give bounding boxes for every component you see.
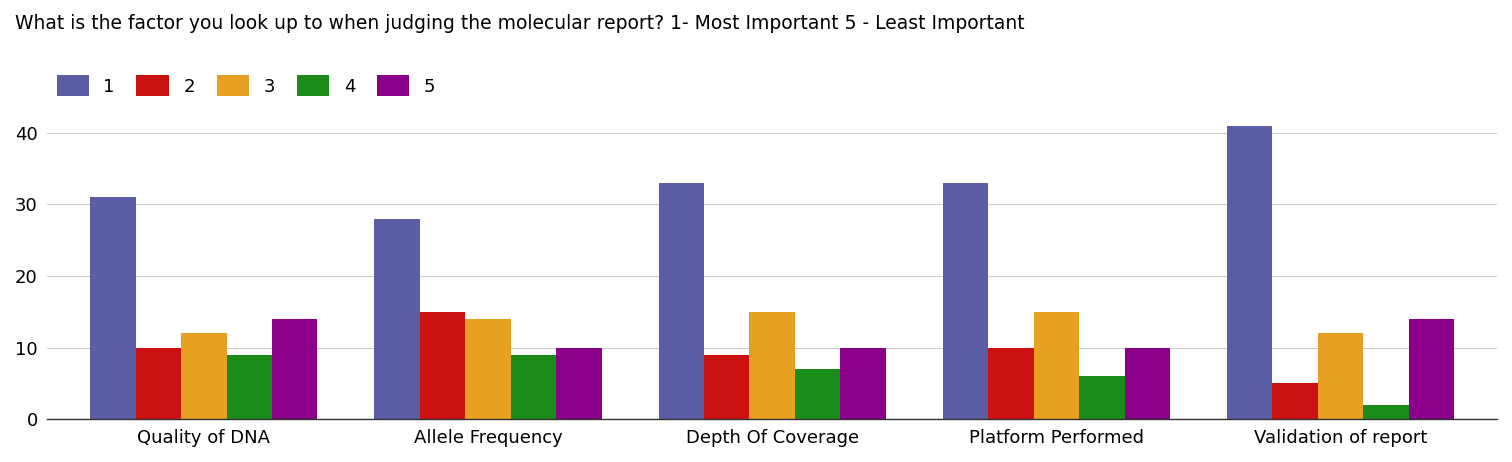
Bar (1034, 312, 1080, 419)
Bar (1364, 405, 1409, 419)
Bar (750, 312, 795, 419)
Bar (375, 219, 420, 419)
Bar (943, 183, 989, 419)
Bar (511, 355, 556, 419)
Bar (91, 197, 136, 419)
Bar (1080, 377, 1125, 419)
Bar (1125, 347, 1170, 419)
Bar (659, 183, 705, 419)
Bar (1318, 333, 1364, 419)
Bar (420, 312, 466, 419)
Bar (466, 319, 511, 419)
Bar (556, 347, 602, 419)
Bar (705, 355, 750, 419)
Bar (795, 369, 841, 419)
Bar (989, 347, 1034, 419)
Bar (1273, 383, 1318, 419)
Legend: 1, 2, 3, 4, 5: 1, 2, 3, 4, 5 (56, 75, 435, 96)
Bar (272, 319, 318, 419)
Bar (1409, 319, 1455, 419)
Bar (841, 347, 886, 419)
Bar (227, 355, 272, 419)
Bar (1228, 126, 1273, 419)
Text: What is the factor you look up to when judging the molecular report? 1- Most Imp: What is the factor you look up to when j… (15, 14, 1025, 33)
Bar (181, 333, 227, 419)
Bar (136, 347, 181, 419)
